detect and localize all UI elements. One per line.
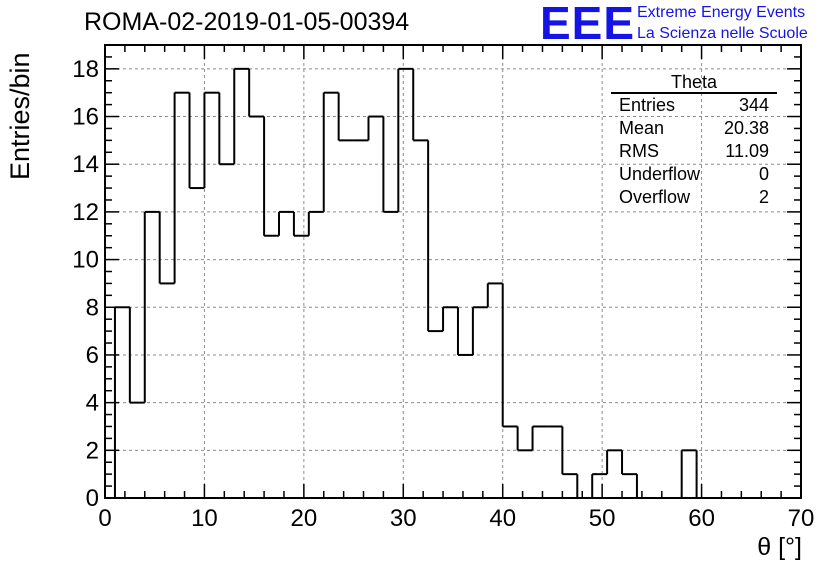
histogram-bin — [188, 92, 205, 190]
stats-row-underflow: Underflow 0 — [611, 163, 777, 186]
logo-line-2: La Scienza nelle Scuole — [637, 25, 808, 42]
stats-title: Theta — [611, 72, 777, 94]
y-tick-label: 18 — [72, 56, 99, 83]
histogram-bin — [397, 67, 414, 212]
y-tick-label: 2 — [86, 437, 99, 464]
y-tick-label: 4 — [86, 390, 99, 417]
x-tick-label: 30 — [390, 505, 417, 532]
plot-title: ROMA-02-2019-01-05-00394 — [84, 8, 410, 36]
stats-row-mean: Mean 20.38 — [611, 117, 777, 140]
eee-logo: EEE — [540, 0, 636, 49]
histogram-bin — [367, 115, 384, 141]
histogram-bin — [128, 307, 145, 404]
histogram-bin — [606, 449, 623, 475]
histogram-bin — [263, 116, 279, 237]
x-tick-label: 40 — [489, 505, 516, 532]
histogram-bin — [248, 68, 265, 118]
histogram-bin — [591, 473, 608, 498]
histogram-bin — [158, 211, 175, 285]
histogram-bin — [561, 426, 578, 476]
y-tick-label: 16 — [72, 104, 99, 131]
stats-value: 20.38 — [723, 118, 769, 138]
x-tick-label: 0 — [98, 505, 111, 532]
stats-value: 11.09 — [725, 141, 769, 161]
stats-value: 344 — [738, 95, 769, 115]
y-tick-label: 6 — [86, 342, 99, 369]
stats-label: Underflow — [619, 164, 701, 184]
histogram-bin — [203, 91, 220, 189]
histogram-bin — [382, 116, 399, 213]
histogram-bin — [471, 306, 488, 355]
histogram-bin — [218, 92, 235, 166]
stats-box: Theta Entries 344 Mean 20.38 RMS 11.09 Underfl… — [611, 72, 777, 209]
stats-label: Entries — [619, 95, 676, 115]
histogram-bin — [621, 450, 637, 476]
x-tick-label: 70 — [788, 505, 815, 532]
histogram-bin — [292, 211, 309, 237]
histogram-bin — [427, 140, 444, 333]
x-tick-label: 20 — [291, 505, 318, 532]
histogram-bin — [278, 210, 294, 236]
histogram-bin — [307, 210, 324, 236]
y-tick-label: 14 — [72, 151, 99, 178]
histogram-bin — [233, 67, 250, 165]
logo-line-1: Extreme Energy Events — [637, 4, 806, 21]
x-axis-label: θ [°] — [757, 533, 802, 561]
histogram-bin — [516, 426, 533, 452]
histogram-bin — [412, 68, 429, 142]
histogram-bin — [531, 425, 548, 451]
x-tick-label: 60 — [688, 505, 715, 532]
stats-value: 0 — [758, 164, 769, 184]
x-tick-label: 10 — [191, 505, 218, 532]
histogram-bin — [322, 91, 339, 212]
y-axis-label: Entries/bin — [5, 52, 35, 180]
histogram-bin — [486, 282, 503, 308]
histogram-bin — [337, 92, 354, 142]
stats-row-entries: Entries 344 — [611, 94, 777, 117]
y-tick-label: 8 — [86, 294, 99, 321]
x-tick-label: 50 — [589, 505, 616, 532]
histogram-bin — [501, 283, 518, 428]
y-tick-label: 10 — [72, 247, 99, 274]
histogram-bin — [173, 91, 190, 284]
stats-value: 2 — [758, 187, 769, 207]
histogram-bin — [576, 474, 593, 499]
stats-row-rms: RMS 11.09 — [611, 140, 777, 163]
stats-label: RMS — [619, 141, 659, 161]
histogram-bin — [143, 210, 160, 403]
histogram-bin — [680, 449, 697, 498]
stats-label: Overflow — [619, 187, 691, 207]
histogram-bin — [456, 307, 473, 356]
stats-label: Mean — [619, 118, 665, 138]
stats-row-overflow: Overflow 2 — [611, 186, 777, 209]
y-tick-label: 0 — [86, 485, 99, 512]
histogram-bin — [695, 450, 712, 499]
y-tick-label: 12 — [72, 199, 99, 226]
histogram-bin — [635, 474, 652, 499]
histogram-bin — [442, 306, 458, 332]
